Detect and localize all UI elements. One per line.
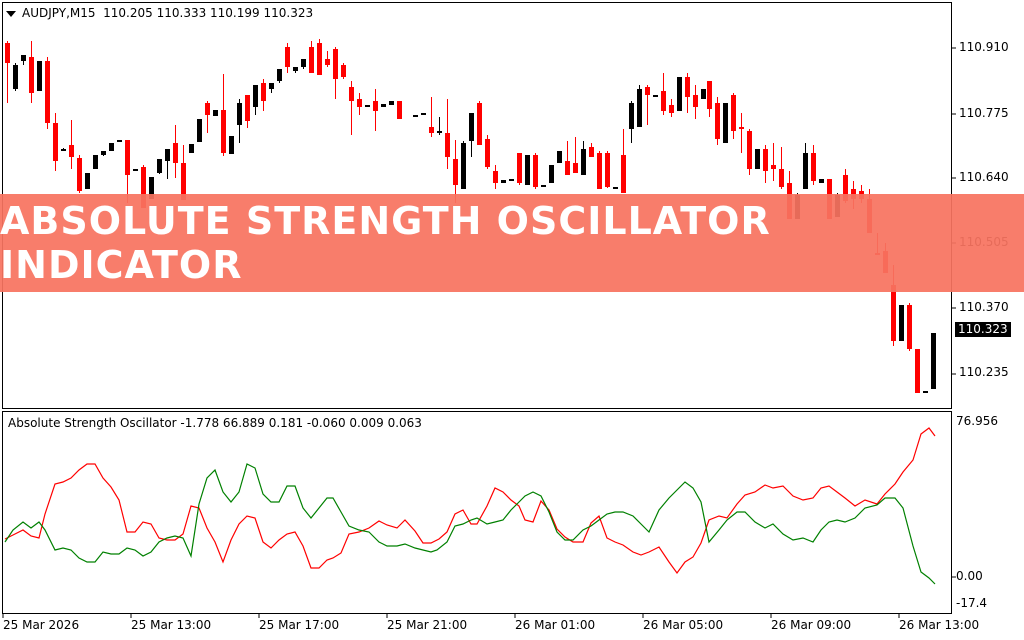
time-tick: 25 Mar 2026 [3,618,80,632]
time-tick: 25 Mar 21:00 [387,618,468,632]
oscillator-lines [4,427,936,585]
chart-header: AUDJPY,M15 110.205 110.333 110.199 110.3… [6,6,313,20]
banner-title: ABSOLUTE STRENGTH OSCILLATOR INDICATOR [0,199,771,287]
oscillator-label: Absolute Strength Oscillator -1.778 66.8… [8,416,422,430]
price-tick: 110.235 [959,365,1009,379]
time-tick: 25 Mar 13:00 [131,618,212,632]
ohlc-values: 110.205 110.333 110.199 110.323 [103,6,314,20]
price-tick: 110.910 [959,40,1009,54]
time-tick: 26 Mar 13:00 [899,618,980,632]
time-tick: 25 Mar 17:00 [259,618,340,632]
time-tick: 26 Mar 09:00 [771,618,852,632]
time-tick: 26 Mar 05:00 [643,618,724,632]
osc-tick: 76.956 [956,414,998,428]
triangle-down-icon[interactable] [6,10,16,17]
current-price-tag: 110.323 [955,322,1011,337]
osc-tick: 0.00 [956,569,983,583]
price-tick: 110.775 [959,106,1009,120]
price-tick: 110.640 [959,170,1009,184]
candlestick-series [5,39,936,393]
oscillator-pane[interactable]: Absolute Strength Oscillator -1.778 66.8… [2,411,952,614]
price-tick: 110.370 [959,300,1009,314]
osc-tick: -17.4 [956,596,988,610]
title-banner: ABSOLUTE STRENGTH OSCILLATOR INDICATOR [0,194,1024,292]
symbol-label: AUDJPY,M15 [22,6,96,20]
time-tick: 26 Mar 01:00 [515,618,596,632]
